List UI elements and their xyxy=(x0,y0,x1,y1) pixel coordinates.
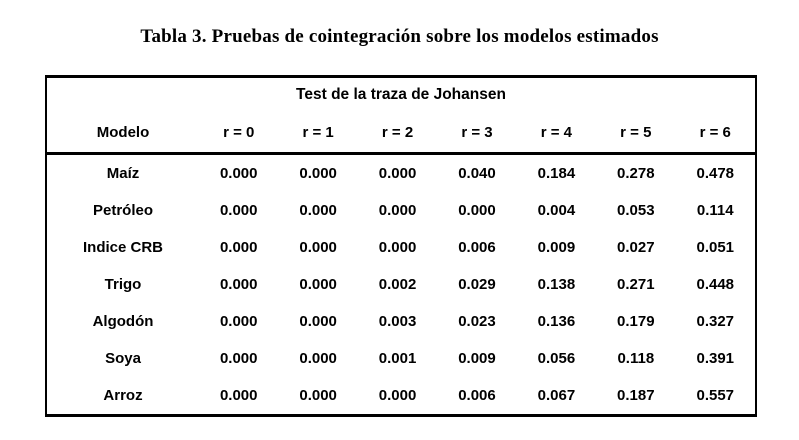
cell-value: 0.000 xyxy=(458,202,496,219)
cell-value: 0.000 xyxy=(219,239,258,256)
cell-value: 0.023 xyxy=(458,313,496,330)
cell-value: 0.327 xyxy=(696,313,735,330)
cell-value: 0.000 xyxy=(219,202,258,219)
cell-value: 0.114 xyxy=(696,202,734,219)
cell-value: 0.000 xyxy=(378,387,417,404)
cell-value: 0.187 xyxy=(617,387,655,404)
table-row-indice-crb: Indice CRB 0.000 0.000 0.000 0.006 0.009… xyxy=(47,229,755,266)
column-header-r6: r = 6 xyxy=(675,112,755,155)
cell-value: 0.000 xyxy=(299,313,337,330)
cell-value: 0.029 xyxy=(458,276,496,293)
cell-value: 0.001 xyxy=(378,350,417,367)
cell-value: 0.051 xyxy=(696,239,735,256)
cell-value: 0.391 xyxy=(696,350,735,367)
table-row-petroleo: Petróleo 0.000 0.000 0.000 0.000 0.004 0… xyxy=(47,192,755,229)
table-row-trigo: Trigo 0.000 0.000 0.002 0.029 0.138 0.27… xyxy=(47,266,755,303)
row-label: Indice CRB xyxy=(82,239,163,256)
cell-value: 0.000 xyxy=(219,165,258,182)
cell-value: 0.000 xyxy=(299,350,337,367)
johansen-trace-table: Test de la traza de Johansen Modelo r = … xyxy=(47,78,755,414)
table-row-maiz: Maíz 0.000 0.000 0.000 0.040 0.184 0.278… xyxy=(47,154,755,193)
column-header-r1: r = 1 xyxy=(278,112,358,155)
column-header-r5: r = 5 xyxy=(596,112,676,155)
table-column-header-row: Modelo r = 0 r = 1 r = 2 r = 3 r = 4 r =… xyxy=(47,112,755,155)
cell-value: 0.000 xyxy=(219,387,258,404)
cell-value: 0.000 xyxy=(299,165,337,182)
cell-value: 0.006 xyxy=(458,239,496,256)
column-header-r3: r = 3 xyxy=(437,112,517,155)
cell-value: 0.448 xyxy=(696,276,735,293)
cointegration-table: Test de la traza de Johansen Modelo r = … xyxy=(45,75,757,417)
cell-value: 0.000 xyxy=(299,202,337,219)
cell-value: 0.000 xyxy=(378,202,417,219)
cell-value: 0.000 xyxy=(219,350,258,367)
column-header-r0: r = 0 xyxy=(199,112,279,155)
table-row-arroz: Arroz 0.000 0.000 0.000 0.006 0.067 0.18… xyxy=(47,377,755,414)
row-label: Trigo xyxy=(104,276,142,293)
cell-value: 0.000 xyxy=(299,387,337,404)
cell-value: 0.053 xyxy=(617,202,655,219)
cell-value: 0.271 xyxy=(617,276,655,293)
cell-value: 0.118 xyxy=(617,350,655,367)
table-header-johansen: Test de la traza de Johansen xyxy=(296,86,506,103)
cell-value: 0.009 xyxy=(537,239,576,256)
cell-value: 0.557 xyxy=(696,387,735,404)
row-label: Algodón xyxy=(92,313,154,330)
row-label: Petróleo xyxy=(92,202,153,219)
cell-value: 0.000 xyxy=(299,239,337,256)
table-span-header-row: Test de la traza de Johansen xyxy=(47,78,755,112)
cell-value: 0.006 xyxy=(458,387,496,404)
cell-value: 0.027 xyxy=(617,239,655,256)
cell-value: 0.003 xyxy=(378,313,417,330)
cell-value: 0.136 xyxy=(537,313,576,330)
cell-value: 0.002 xyxy=(378,276,417,293)
cell-value: 0.179 xyxy=(617,313,655,330)
cell-value: 0.000 xyxy=(219,313,258,330)
cell-value: 0.067 xyxy=(537,387,576,404)
cell-value: 0.004 xyxy=(537,202,576,219)
cell-value: 0.009 xyxy=(458,350,496,367)
column-header-r4: r = 4 xyxy=(516,112,597,155)
table-title: Tabla 3. Pruebas de cointegración sobre … xyxy=(140,26,659,47)
cell-value: 0.000 xyxy=(219,276,258,293)
cell-value: 0.056 xyxy=(537,350,576,367)
column-header-modelo: Modelo xyxy=(47,112,199,155)
table-row-soya: Soya 0.000 0.000 0.001 0.009 0.056 0.118… xyxy=(47,340,755,377)
row-label: Arroz xyxy=(103,387,143,404)
column-header-r2: r = 2 xyxy=(357,112,438,155)
cell-value: 0.478 xyxy=(696,165,735,182)
cell-value: 0.000 xyxy=(299,276,337,293)
row-label: Soya xyxy=(105,350,141,367)
table-row-algodon: Algodón 0.000 0.000 0.003 0.023 0.136 0.… xyxy=(47,303,755,340)
cell-value: 0.278 xyxy=(617,165,655,182)
cell-value: 0.000 xyxy=(378,239,417,256)
cell-value: 0.184 xyxy=(537,165,576,182)
cell-value: 0.138 xyxy=(537,276,576,293)
cell-value: 0.000 xyxy=(378,165,417,182)
cell-value: 0.040 xyxy=(458,165,496,182)
row-label: Maíz xyxy=(106,165,140,182)
